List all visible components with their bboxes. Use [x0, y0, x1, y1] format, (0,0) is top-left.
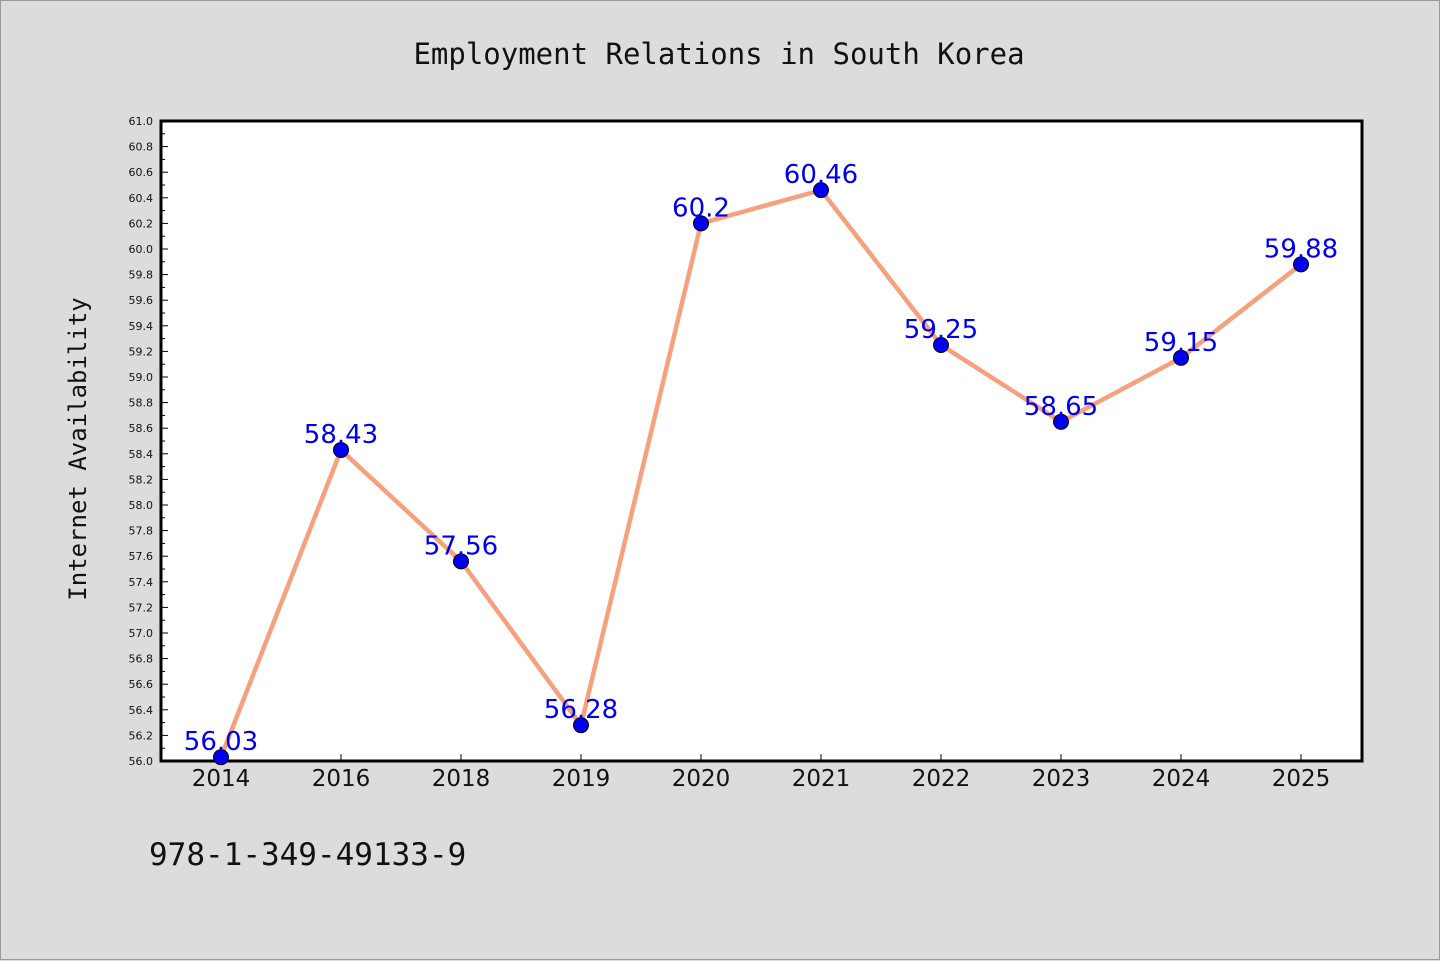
y-tick-label: 59.0 — [129, 371, 154, 384]
data-point — [1293, 256, 1309, 273]
y-tick-label: 59.6 — [129, 294, 154, 307]
y-tick-label: 60.4 — [129, 192, 154, 205]
x-tick-label: 2019 — [552, 766, 611, 792]
series-line — [218, 187, 1303, 758]
y-tick-label: 56.6 — [129, 678, 154, 691]
data-point — [1173, 349, 1189, 366]
isbn-text: 978-1-349-49133-9 — [149, 837, 466, 873]
y-tick-label: 59.4 — [129, 320, 154, 333]
data-label: 57.56 — [424, 531, 498, 561]
y-tick-label: 60.0 — [129, 243, 154, 256]
data-label: 59.88 — [1264, 234, 1338, 264]
data-label: 56.03 — [184, 727, 258, 757]
chart-title: Employment Relations in South Korea — [413, 37, 1024, 71]
y-tick-label: 58.6 — [129, 422, 154, 435]
x-tick-label: 2022 — [912, 766, 971, 792]
data-point — [573, 717, 589, 734]
x-tick-label: 2014 — [192, 766, 251, 792]
y-tick-label: 57.4 — [129, 576, 154, 589]
y-tick-label: 60.2 — [129, 217, 154, 230]
x-axis: 2014 2016 2018 2019 2020 2021 2022 2023 2024 2025 — [192, 754, 1331, 792]
x-tick-label: 2016 — [312, 766, 371, 792]
data-label: 56.28 — [544, 695, 618, 725]
data-label: 58.65 — [1024, 392, 1098, 422]
x-tick-label: 2021 — [792, 766, 851, 792]
y-axis: 56.0 56.2 56.4 56.6 56.8 57.0 57.2 57.4 57.6 57.8… — [129, 115, 168, 768]
data-point — [933, 337, 949, 353]
data-point — [453, 553, 469, 570]
x-tick-label: 2023 — [1032, 766, 1091, 792]
x-tick-label: 2024 — [1152, 766, 1211, 792]
y-tick-label: 58.4 — [129, 448, 154, 461]
data-labels: 56.03 58.43 57.56 56.28 60.2 60.46 59.25 58.65 5… — [184, 160, 1338, 757]
y-tick-label: 57.6 — [129, 550, 154, 563]
data-label: 58.43 — [304, 420, 378, 450]
y-tick-label: 59.8 — [129, 269, 154, 282]
x-tick-label: 2020 — [672, 766, 731, 792]
y-tick-label: 58.0 — [129, 499, 154, 512]
y-tick-label: 56.8 — [129, 653, 154, 666]
data-label: 60.46 — [784, 160, 858, 190]
y-tick-label: 57.0 — [129, 627, 154, 640]
data-point — [333, 441, 349, 458]
data-point — [1053, 413, 1069, 430]
y-tick-label: 57.2 — [129, 601, 154, 614]
data-point — [213, 749, 229, 766]
data-label: 60.2 — [672, 193, 730, 223]
y-tick-label: 56.2 — [129, 729, 154, 742]
y-tick-label: 56.4 — [129, 704, 154, 717]
data-point — [693, 215, 709, 232]
y-tick-label: 61.0 — [129, 115, 154, 128]
x-tick-label: 2025 — [1272, 766, 1331, 792]
data-label: 59.25 — [904, 315, 978, 345]
plot-area — [159, 119, 1364, 763]
data-label: 59.15 — [1144, 328, 1218, 358]
series-group — [213, 182, 1309, 766]
y-tick-label: 56.0 — [129, 755, 154, 768]
y-tick-label: 58.2 — [129, 473, 154, 486]
x-tick-label: 2018 — [432, 766, 491, 792]
y-tick-label: 59.2 — [129, 345, 154, 358]
y-axis-label: Internet Availability — [64, 297, 92, 600]
y-tick-label: 58.8 — [129, 397, 154, 410]
y-tick-label: 57.8 — [129, 525, 154, 538]
data-point — [813, 182, 829, 199]
y-tick-label: 60.8 — [129, 141, 154, 154]
y-tick-label: 60.6 — [129, 166, 154, 179]
